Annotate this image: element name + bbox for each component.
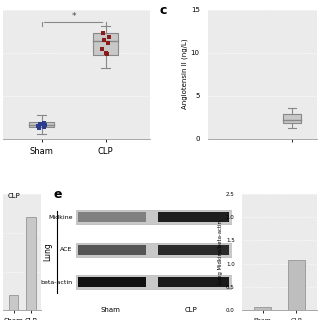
Bar — [158, 212, 229, 222]
Bar — [283, 115, 301, 123]
Text: ACE: ACE — [60, 247, 73, 252]
Bar — [78, 277, 146, 287]
Bar — [288, 260, 305, 310]
Text: CLP: CLP — [7, 193, 20, 199]
Bar — [76, 243, 232, 257]
Bar — [78, 245, 146, 255]
Bar — [78, 212, 146, 222]
Text: *: * — [71, 12, 76, 21]
Y-axis label: Angiotensin II (ng/L): Angiotensin II (ng/L) — [181, 39, 188, 109]
Bar — [29, 122, 54, 127]
Bar — [158, 245, 229, 255]
Text: CLP: CLP — [185, 307, 197, 313]
Bar — [93, 33, 118, 55]
Bar — [254, 307, 271, 310]
Bar — [76, 276, 232, 289]
Text: Midkine: Midkine — [48, 215, 73, 220]
Text: beta-actin: beta-actin — [41, 280, 73, 285]
Text: Sham: Sham — [100, 307, 120, 313]
Text: c: c — [159, 4, 166, 18]
Bar — [76, 210, 232, 224]
Bar — [26, 217, 36, 310]
Bar — [158, 277, 229, 287]
Bar — [9, 295, 18, 310]
Y-axis label: Lung Midkine/beta-actin: Lung Midkine/beta-actin — [218, 220, 223, 284]
Text: Lung: Lung — [43, 243, 52, 261]
Text: e: e — [53, 188, 61, 201]
